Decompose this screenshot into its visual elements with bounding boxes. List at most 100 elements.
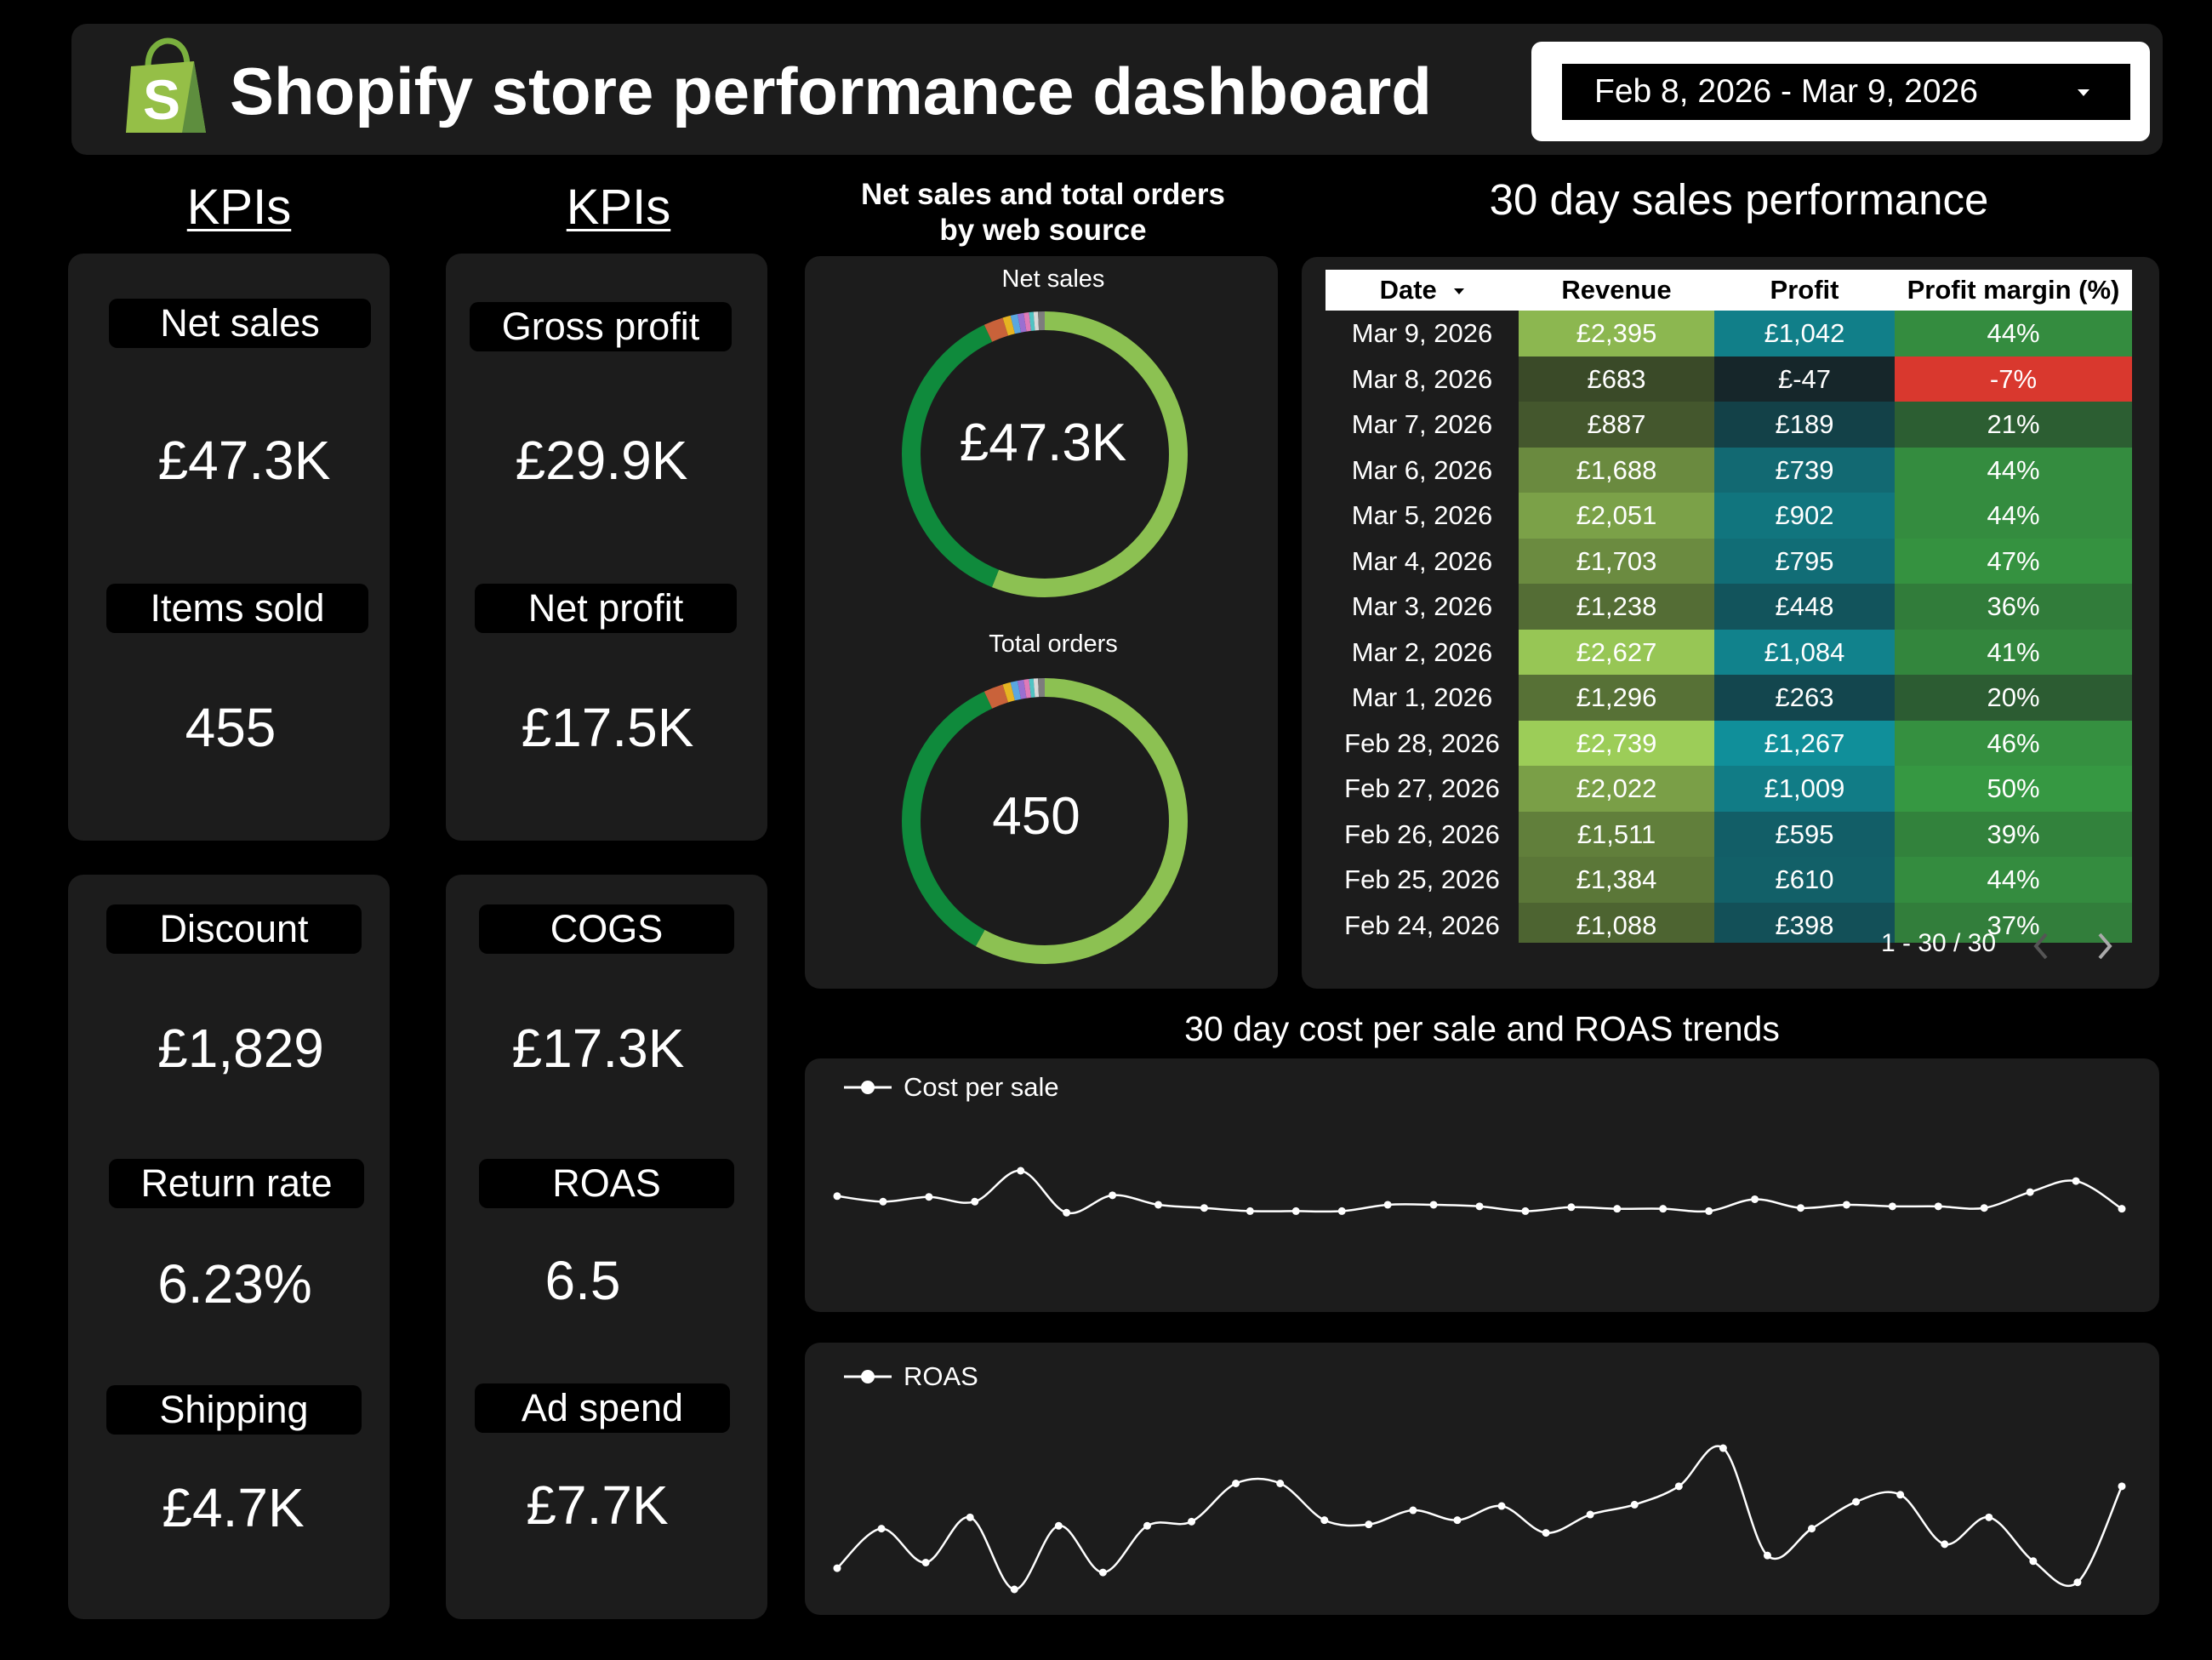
- roas-chart-panel: ROAS: [805, 1343, 2159, 1615]
- data-point[interactable]: [1246, 1206, 1254, 1215]
- donut-panel: Net sales £47.3K Total orders 450: [805, 256, 1278, 989]
- data-point[interactable]: [1429, 1201, 1438, 1209]
- data-point[interactable]: [1232, 1480, 1240, 1487]
- data-point[interactable]: [1188, 1517, 1196, 1526]
- table-cell-margin: 39%: [1895, 811, 2132, 857]
- data-point[interactable]: [877, 1525, 886, 1533]
- table-row: Mar 4, 2026 £1,703 £795 47%: [1325, 538, 2132, 584]
- table-cell-date: Mar 9, 2026: [1325, 311, 1519, 357]
- table-body: Mar 9, 2026 £2,395 £1,042 44% Mar 8, 2026 £68…: [1325, 311, 2132, 943]
- data-point[interactable]: [1276, 1480, 1285, 1487]
- data-point[interactable]: [1143, 1521, 1151, 1530]
- kpi-card-costs: [68, 875, 390, 1619]
- data-point[interactable]: [1475, 1202, 1484, 1211]
- data-point[interactable]: [1453, 1516, 1462, 1525]
- data-point[interactable]: [1098, 1568, 1107, 1577]
- data-point[interactable]: [1291, 1206, 1300, 1215]
- sales-table-panel: Date Revenue Profit Profit margin (%) Ma…: [1302, 257, 2159, 989]
- donut-net-sales: [902, 311, 1188, 597]
- table-cell-date: Mar 4, 2026: [1325, 538, 1519, 584]
- data-point[interactable]: [1497, 1502, 1506, 1510]
- donut-slice: [902, 311, 1188, 597]
- chevron-right-icon[interactable]: [2091, 931, 2117, 961]
- table-cell-margin: 41%: [1895, 629, 2132, 675]
- data-point[interactable]: [1063, 1208, 1071, 1217]
- data-point[interactable]: [1705, 1206, 1713, 1215]
- table-cell-revenue: £1,296: [1519, 675, 1714, 721]
- data-point[interactable]: [2118, 1482, 2126, 1491]
- table-row: Feb 27, 2026 £2,022 £1,009 50%: [1325, 766, 2132, 812]
- data-point[interactable]: [925, 1193, 933, 1201]
- donut-total-orders: [902, 678, 1188, 964]
- table-header: Date Revenue Profit Profit margin (%): [1325, 270, 2132, 311]
- data-point[interactable]: [2026, 1188, 2034, 1196]
- table-cell-revenue: £1,088: [1519, 902, 1714, 943]
- data-point[interactable]: [1200, 1204, 1208, 1212]
- column-header-revenue[interactable]: Revenue: [1561, 275, 1672, 305]
- column-header-profit[interactable]: Profit: [1770, 275, 1839, 305]
- data-point[interactable]: [2073, 1578, 2082, 1587]
- data-point[interactable]: [1017, 1167, 1025, 1175]
- data-point[interactable]: [1888, 1202, 1896, 1211]
- table-row: Mar 7, 2026 £887 £189 21%: [1325, 402, 2132, 448]
- column-header-date[interactable]: Date: [1325, 270, 1519, 311]
- kpi-value-ad-spend: £7.7K: [526, 1475, 669, 1536]
- data-point[interactable]: [966, 1513, 974, 1521]
- data-point[interactable]: [1320, 1516, 1329, 1525]
- data-point[interactable]: [1542, 1529, 1550, 1537]
- data-point[interactable]: [1521, 1206, 1530, 1215]
- table-cell-revenue: £2,395: [1519, 311, 1714, 357]
- data-point[interactable]: [1896, 1491, 1905, 1499]
- data-point[interactable]: [1586, 1510, 1594, 1519]
- data-point[interactable]: [1154, 1201, 1162, 1209]
- data-point[interactable]: [833, 1192, 841, 1201]
- data-point[interactable]: [1409, 1506, 1417, 1515]
- data-point[interactable]: [1985, 1513, 1993, 1521]
- data-point[interactable]: [1054, 1521, 1063, 1530]
- table-cell-date: Mar 6, 2026: [1325, 447, 1519, 493]
- table-cell-date: Feb 26, 2026: [1325, 811, 1519, 857]
- table-cell-profit: £398: [1714, 902, 1895, 943]
- data-point[interactable]: [1383, 1201, 1392, 1209]
- table-cell-margin: 37%: [1895, 902, 2132, 943]
- data-point[interactable]: [2118, 1205, 2126, 1213]
- kpi-value-cogs: £17.3K: [511, 1018, 685, 1079]
- roas-line-chart: [833, 1444, 2126, 1594]
- table-cell-margin: 44%: [1895, 493, 2132, 539]
- data-point[interactable]: [1808, 1525, 1816, 1533]
- data-point[interactable]: [971, 1197, 979, 1206]
- chevron-left-icon[interactable]: [2029, 931, 2055, 961]
- data-point[interactable]: [1674, 1482, 1683, 1491]
- data-point[interactable]: [2072, 1177, 2080, 1185]
- date-range-dropdown[interactable]: Feb 8, 2026 - Mar 9, 2026: [1562, 64, 2130, 120]
- table-cell-revenue: £1,688: [1519, 447, 1714, 493]
- data-point[interactable]: [921, 1558, 930, 1566]
- data-point[interactable]: [833, 1564, 841, 1572]
- column-header-profit-margin[interactable]: Profit margin (%): [1907, 275, 2120, 305]
- data-point[interactable]: [1630, 1500, 1639, 1509]
- data-point[interactable]: [879, 1197, 887, 1206]
- table-cell-revenue: £2,627: [1519, 629, 1714, 675]
- table-cell-profit: £739: [1714, 447, 1895, 493]
- data-point[interactable]: [1980, 1204, 1988, 1212]
- data-point[interactable]: [1365, 1520, 1373, 1529]
- data-point[interactable]: [2029, 1557, 2038, 1566]
- data-point[interactable]: [1659, 1205, 1668, 1213]
- data-point[interactable]: [1109, 1191, 1117, 1200]
- data-point[interactable]: [1751, 1195, 1759, 1203]
- table-cell-profit: £448: [1714, 584, 1895, 630]
- data-point[interactable]: [1010, 1585, 1018, 1594]
- data-point[interactable]: [1719, 1444, 1727, 1452]
- data-point[interactable]: [1842, 1201, 1850, 1209]
- data-point[interactable]: [1613, 1205, 1622, 1213]
- data-point[interactable]: [1852, 1497, 1861, 1506]
- data-point[interactable]: [1934, 1202, 1942, 1211]
- data-point[interactable]: [1763, 1551, 1771, 1560]
- data-point[interactable]: [1337, 1206, 1346, 1215]
- kpi-value-discount: £1,829: [157, 1018, 324, 1079]
- data-point[interactable]: [1941, 1540, 1949, 1549]
- data-point[interactable]: [1797, 1204, 1804, 1212]
- data-point[interactable]: [1567, 1203, 1576, 1212]
- table-cell-margin: 47%: [1895, 538, 2132, 584]
- table-row: Feb 24, 2026 £1,088 £398 37%: [1325, 902, 2132, 943]
